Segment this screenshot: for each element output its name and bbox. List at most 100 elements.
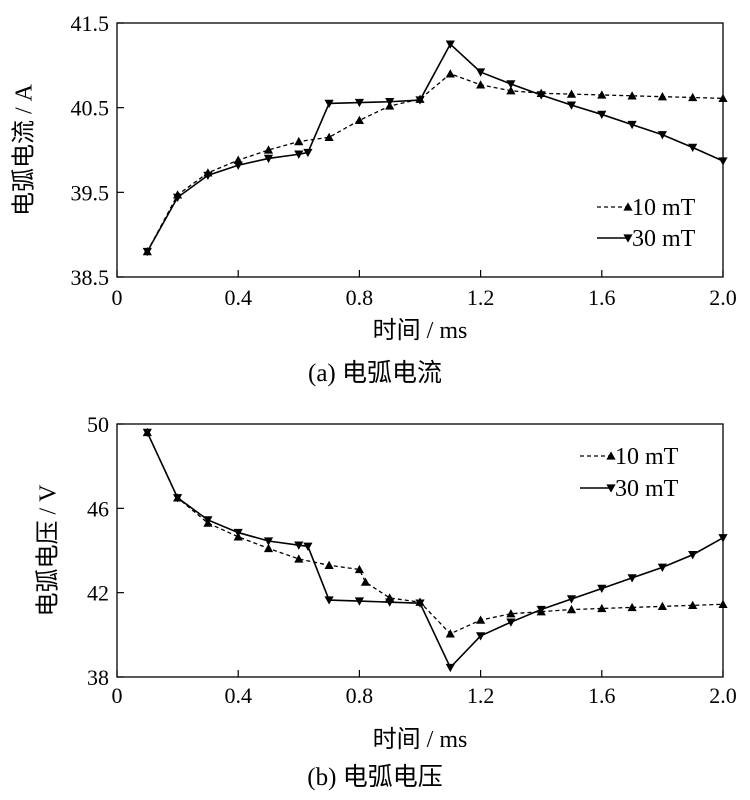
data-point [354,115,364,125]
y-tick-label: 50 [87,412,109,437]
data-point [324,596,334,605]
data-point [506,86,516,95]
data-point [324,132,334,141]
data-point [263,154,274,164]
x-tick-label: 2.0 [709,285,737,310]
data-point [506,80,516,89]
data-point [718,157,728,166]
data-point [354,597,364,606]
data-point [415,599,425,608]
data-point [294,150,304,159]
data-point [718,93,728,103]
data-point [360,577,371,586]
x-tick-label: 1.6 [588,285,616,310]
data-point [294,136,304,146]
y-tick-label: 41.5 [71,11,110,36]
data-point [476,80,486,89]
x-axis-label: 时间 / ms [373,317,468,344]
data-point [263,537,274,546]
data-point [627,602,637,612]
data-point [688,551,698,560]
data-point [173,193,183,203]
data-point [566,101,577,110]
data-point [566,595,577,604]
x-tick-label: 1.2 [467,285,495,310]
y-tick-label: 38 [87,665,109,690]
data-point [627,120,637,130]
data-point [142,428,152,438]
legend-entry: 30 mT [597,226,696,252]
chart-caption: (b) 电弧电压 [307,763,442,791]
data-point [718,534,728,543]
legend-marker [623,234,633,243]
data-point [173,494,183,503]
chart-caption: (a) 电弧电流 [308,359,442,387]
data-point [354,98,364,108]
y-tick-label: 38.5 [71,265,110,290]
data-point [263,145,274,154]
data-point [536,91,546,100]
data-point [688,600,698,609]
data-point [476,632,486,641]
data-point [688,92,698,102]
data-point [566,604,577,614]
data-point [294,541,304,550]
data-point [657,131,667,140]
data-point [303,148,313,158]
data-point [445,629,455,638]
series-30-mt [142,40,728,257]
data-point [203,516,213,525]
legend-label: 30 mT [615,476,679,502]
data-point [597,603,607,613]
x-tick-label: 1.6 [588,683,616,708]
data-point [536,605,546,615]
data-point [324,99,334,109]
data-point [233,528,243,538]
data-point [415,96,425,105]
data-point [142,247,152,257]
plot-frame [116,22,724,278]
data-point [445,663,455,673]
data-point [627,91,637,100]
y-tick-label: 40.5 [71,96,110,121]
data-point [385,598,395,607]
chart-a-current: 0 0.4 0.8 1.2 1.6 2.0 38.5 39.5 40.5 41.5 时间 / ms 电… [11,11,737,387]
data-point [627,574,637,583]
data-point [476,615,486,624]
x-tick-label: 0 [112,285,123,310]
x-tick-label: 0.4 [224,683,252,708]
data-point [597,90,607,99]
data-point [506,609,516,618]
data-point [233,161,243,170]
data-point [324,560,334,569]
legend-entry: 30 mT [580,476,679,502]
x-tick-label: 0 [112,683,123,708]
y-axis-label: 电弧电压 / V [35,484,62,617]
y-axis-label: 电弧电流 / A [11,83,38,216]
legend-marker [606,451,616,460]
legend-entry: 10 mT [580,444,679,470]
data-point [385,98,395,107]
data-point [657,563,667,572]
data-point [657,92,667,101]
data-point [303,542,313,551]
data-point [506,618,516,627]
y-tick-label: 39.5 [71,180,110,205]
data-point [354,564,364,574]
x-tick-label: 1.2 [467,683,495,708]
data-point [597,110,607,120]
x-tick-label: 0.8 [346,683,374,708]
data-point [445,40,455,49]
y-tick-label: 46 [87,496,109,521]
x-axis-label: 时间 / ms [373,726,468,753]
plot-frame [116,423,724,678]
data-point [476,68,486,77]
legend-marker [623,202,633,211]
data-point [718,599,728,608]
data-point [445,69,455,78]
data-point [294,554,304,563]
legend-label: 10 mT [615,444,679,470]
series-30-mt [142,428,728,673]
data-point [657,601,667,611]
